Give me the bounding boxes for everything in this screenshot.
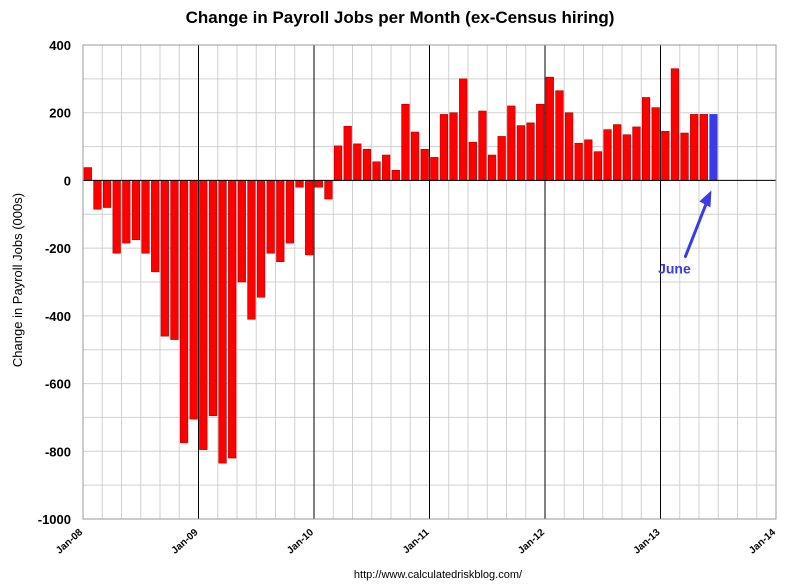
bar-month-9 — [170, 180, 179, 340]
bar-month-48 — [545, 76, 554, 181]
bar-month-26 — [333, 145, 343, 181]
bar-june-highlight — [709, 114, 718, 181]
bar-month-18 — [256, 180, 266, 298]
y-tick-label: -400 — [45, 309, 71, 324]
bar-month-11 — [189, 180, 198, 420]
bar-month-60 — [661, 131, 670, 181]
y-axis-label: Change in Payroll Jobs (000s) — [10, 193, 25, 367]
bar-month-13 — [208, 180, 218, 417]
bar-month-55 — [613, 124, 622, 181]
bar-month-51 — [574, 142, 583, 181]
bar-month-56 — [622, 134, 631, 181]
bar-month-6 — [141, 180, 150, 254]
bar-month-63 — [690, 114, 699, 181]
annotation-arrow-line — [683, 198, 709, 258]
bar-series — [83, 68, 776, 464]
x-tick-label: Jan-09 — [170, 527, 201, 557]
bar-month-50 — [564, 112, 574, 181]
bar-month-62 — [680, 132, 689, 181]
x-tick-label: Jan-12 — [516, 527, 547, 557]
y-tick-label: 200 — [49, 106, 71, 121]
bar-month-36 — [430, 157, 439, 181]
major-gridlines — [198, 45, 661, 519]
bar-month-24 — [314, 180, 323, 188]
annotation-arrow-head — [699, 190, 712, 208]
bar-month-43 — [497, 136, 506, 181]
bar-month-58 — [641, 97, 651, 181]
bar-month-28 — [353, 143, 362, 181]
bar-month-16 — [237, 180, 246, 283]
bar-month-4 — [122, 180, 131, 244]
bar-month-0 — [83, 167, 92, 181]
bar-month-42 — [487, 154, 497, 181]
bar-month-37 — [439, 114, 449, 181]
bar-month-40 — [468, 141, 477, 181]
bar-month-17 — [247, 180, 256, 320]
bar-month-64 — [699, 114, 708, 181]
june-annotation: June — [658, 190, 712, 276]
bar-month-59 — [651, 107, 660, 181]
y-tick-label: -800 — [45, 444, 71, 459]
source-url: http://www.calculatedriskblog.com/ — [354, 569, 523, 581]
bar-month-29 — [362, 148, 372, 181]
y-tick-label: -1000 — [38, 512, 71, 527]
bar-month-22 — [295, 180, 304, 188]
chart-title: Change in Payroll Jobs per Month (ex-Cen… — [186, 8, 615, 27]
bar-month-19 — [266, 180, 275, 254]
x-tick-label: Jan-08 — [54, 527, 85, 557]
y-tick-label: 0 — [64, 173, 71, 188]
y-tick-label: 400 — [49, 38, 71, 53]
bar-month-10 — [179, 180, 189, 444]
bar-month-53 — [593, 151, 603, 181]
plot-area — [82, 44, 777, 520]
bar-month-45 — [516, 125, 526, 181]
bar-month-33 — [401, 103, 410, 181]
x-tick-label: Jan-11 — [401, 527, 432, 556]
bar-month-32 — [391, 169, 400, 181]
bar-month-23 — [305, 180, 314, 256]
x-tick-label: Jan-13 — [632, 527, 663, 557]
plot-frame — [82, 44, 777, 520]
bar-month-7 — [151, 180, 160, 273]
bar-month-15 — [228, 180, 237, 459]
x-axis-ticks: Jan-08 Jan-09 Jan-10 Jan-11 Jan-12 Jan-13 Jan-… — [54, 527, 778, 557]
bar-month-49 — [555, 90, 564, 181]
bar-month-27 — [343, 125, 352, 181]
bar-month-39 — [459, 78, 468, 181]
y-tick-label: -600 — [45, 377, 71, 392]
y-tick-label: -200 — [45, 241, 71, 256]
y-axis-ticks: 400 200 0 -200 -400 -600 -800 -1000 — [38, 38, 71, 527]
bar-month-3 — [112, 180, 121, 254]
bar-month-31 — [382, 154, 391, 181]
annotation-label: June — [658, 260, 691, 276]
bar-month-41 — [478, 110, 487, 181]
bar-month-21 — [285, 180, 295, 244]
bar-month-5 — [131, 180, 141, 240]
bar-month-1 — [93, 180, 102, 210]
bar-month-38 — [449, 112, 458, 181]
bar-month-46 — [526, 122, 535, 181]
bar-month-52 — [584, 139, 593, 181]
bar-month-61 — [670, 68, 680, 181]
bar-month-44 — [507, 105, 516, 181]
bar-month-25 — [324, 180, 333, 200]
bar-month-34 — [410, 131, 420, 181]
bar-month-57 — [632, 126, 641, 181]
x-tick-label: Jan-14 — [747, 527, 778, 557]
bar-month-12 — [199, 180, 208, 450]
x-tick-label: Jan-10 — [285, 527, 316, 557]
bar-month-2 — [102, 180, 112, 208]
bar-month-47 — [536, 103, 545, 181]
bar-month-54 — [603, 129, 612, 181]
bar-month-8 — [160, 180, 169, 337]
bar-month-14 — [218, 180, 227, 464]
bar-month-35 — [420, 148, 429, 181]
bar-month-20 — [276, 180, 285, 262]
bar-month-30 — [372, 161, 381, 181]
